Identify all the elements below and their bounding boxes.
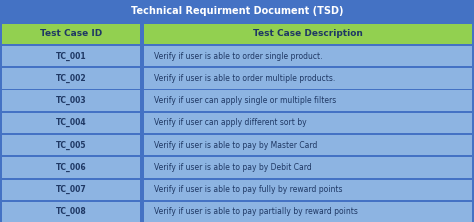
Bar (2, 113, 140, 133)
Text: Verify if user is able to order multiple products.: Verify if user is able to order multiple… (154, 74, 335, 83)
Text: TC_005: TC_005 (56, 141, 86, 150)
Text: TC_006: TC_006 (56, 163, 86, 172)
Bar (144, 68, 472, 89)
Bar (0, 0, 474, 22)
Bar (144, 91, 472, 111)
Text: Verify if user is able to pay by Master Card: Verify if user is able to pay by Master … (154, 141, 318, 150)
Text: Test Case ID: Test Case ID (40, 30, 102, 38)
Text: TC_004: TC_004 (56, 118, 86, 127)
Bar (2, 157, 140, 178)
Text: TC_003: TC_003 (56, 96, 86, 105)
Bar (2, 135, 140, 155)
Text: Verify if user can apply single or multiple filters: Verify if user can apply single or multi… (154, 96, 336, 105)
Text: TC_002: TC_002 (56, 74, 86, 83)
Bar (144, 135, 472, 155)
Bar (2, 202, 140, 222)
Text: Verify if user is able to pay by Debit Card: Verify if user is able to pay by Debit C… (154, 163, 312, 172)
Bar (2, 24, 140, 44)
Text: Verify if user can apply different sort by: Verify if user can apply different sort … (154, 118, 307, 127)
Bar (144, 46, 472, 66)
Text: TC_001: TC_001 (56, 52, 86, 61)
Bar (2, 68, 140, 89)
Text: TC_008: TC_008 (56, 207, 86, 216)
Text: Verify if user is able to pay partially by reward points: Verify if user is able to pay partially … (154, 207, 358, 216)
Text: Test Case Description: Test Case Description (253, 30, 363, 38)
Bar (144, 180, 472, 200)
Text: Technical Requirment Document (TSD): Technical Requirment Document (TSD) (131, 6, 343, 16)
Bar (2, 180, 140, 200)
Text: Verify if user is able to order single product.: Verify if user is able to order single p… (154, 52, 322, 61)
Bar (144, 113, 472, 133)
Text: Verify if user is able to pay fully by reward points: Verify if user is able to pay fully by r… (154, 185, 343, 194)
Text: TC_007: TC_007 (56, 185, 86, 194)
Bar (2, 46, 140, 66)
Bar (144, 202, 472, 222)
Bar (2, 91, 140, 111)
Bar (144, 24, 472, 44)
Bar (144, 157, 472, 178)
